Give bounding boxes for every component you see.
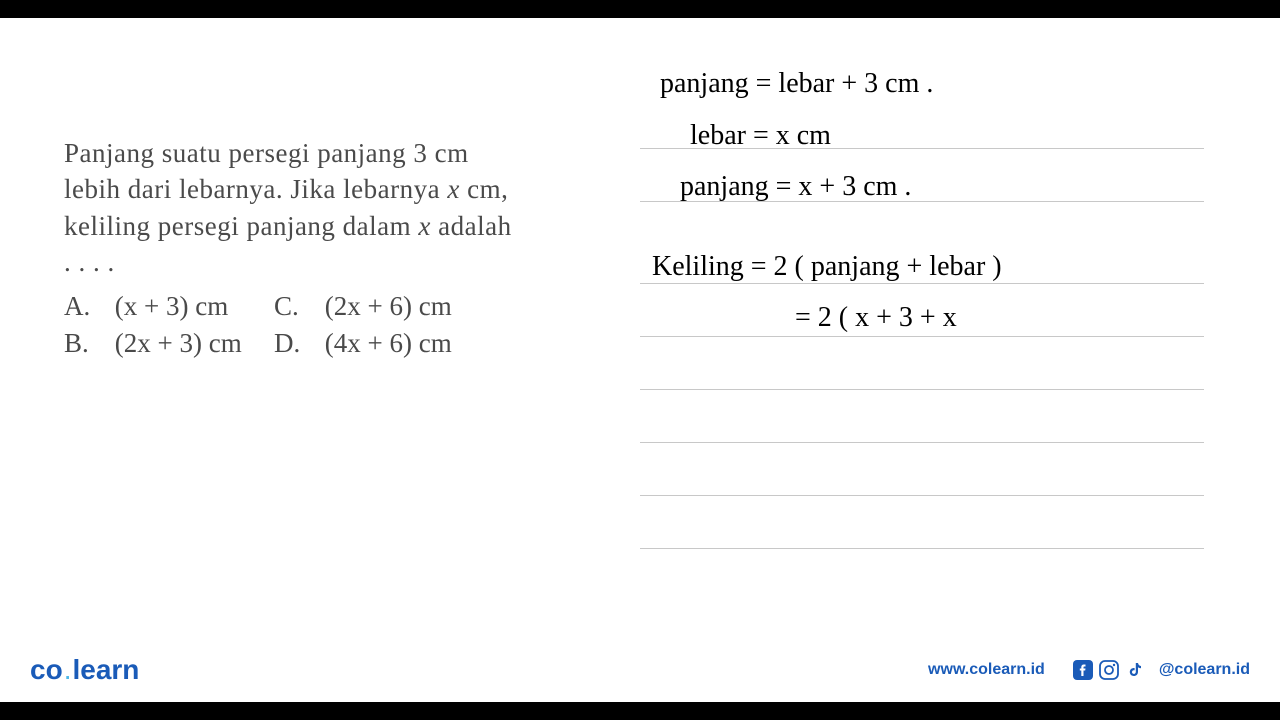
facebook-icon [1073, 660, 1093, 680]
option-c-post: + 6) cm [361, 291, 452, 321]
option-b-var: x [137, 328, 151, 358]
footer: co.learn www.colearn.id @colearn.id [0, 650, 1280, 690]
tiktok-icon [1125, 660, 1145, 680]
option-c-label: C. [274, 291, 318, 322]
q-line2-pre: lebih dari lebarnya. Jika lebarnya [64, 174, 447, 204]
instagram-icon [1099, 660, 1119, 680]
logo: co.learn [30, 654, 139, 686]
logo-learn: learn [72, 654, 139, 685]
option-b-post: + 3) cm [151, 328, 242, 358]
question-panel: Panjang suatu persegi panjang 3 cm lebih… [64, 135, 594, 359]
letterbox-bottom [0, 702, 1280, 720]
option-c-var: x [347, 291, 361, 321]
option-a: A. (x + 3) cm [64, 291, 274, 322]
options-grid: A. (x + 3) cm C. (2x + 6) cm B. (2x + 3)… [64, 291, 594, 359]
logo-dot: . [64, 654, 72, 685]
ruled-line [640, 442, 1204, 443]
option-c: C. (2x + 6) cm [274, 291, 564, 322]
letterbox-top [0, 0, 1280, 18]
social-handle: @colearn.id [1159, 661, 1250, 679]
option-d-var: x [347, 328, 361, 358]
handwritten-panel: panjang = lebar + 3 cm . lebar = x cm pa… [640, 60, 1210, 346]
hw-line-2: lebar = x cm [690, 112, 1210, 160]
option-c-pre: (2 [325, 291, 348, 321]
option-a-post: + 3) cm [137, 291, 228, 321]
option-a-label: A. [64, 291, 108, 322]
hw-line-5: = 2 ( x + 3 + x [795, 294, 1210, 342]
social-icons [1073, 660, 1145, 680]
ruled-line [640, 389, 1204, 390]
q-line3-post: adalah [431, 211, 512, 241]
ruled-line [640, 548, 1204, 549]
website-url: www.colearn.id [928, 661, 1045, 679]
option-b-label: B. [64, 328, 108, 359]
hw-line-1: panjang = lebar + 3 cm . [660, 60, 1210, 108]
question-text: Panjang suatu persegi panjang 3 cm lebih… [64, 135, 594, 281]
option-a-var: x [124, 291, 138, 321]
option-d-post: + 6) cm [361, 328, 452, 358]
hw-line-4: Keliling = 2 ( panjang + lebar ) [652, 243, 1210, 291]
logo-co: co [30, 654, 63, 685]
option-d: D. (4x + 6) cm [274, 328, 564, 359]
q-line2-post: cm, [460, 174, 509, 204]
q-line2-var: x [447, 174, 459, 204]
footer-right: www.colearn.id @colearn.id [928, 660, 1250, 680]
option-b-pre: (2 [115, 328, 138, 358]
q-line3-var: x [418, 211, 430, 241]
q-line3-pre: keliling persegi panjang dalam [64, 211, 418, 241]
ruled-line [640, 495, 1204, 496]
hw-line-3: panjang = x + 3 cm . [680, 163, 1210, 211]
option-a-pre: ( [115, 291, 124, 321]
option-d-label: D. [274, 328, 318, 359]
option-d-pre: (4 [325, 328, 348, 358]
q-dots: . . . . [64, 247, 115, 277]
q-line1: Panjang suatu persegi panjang 3 cm [64, 138, 469, 168]
option-b: B. (2x + 3) cm [64, 328, 274, 359]
